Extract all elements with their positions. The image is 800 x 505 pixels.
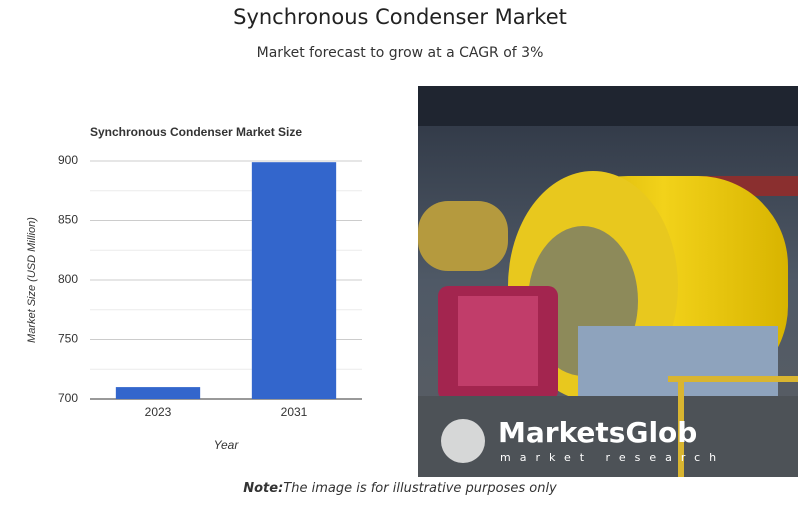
note-text: The image is for illustrative purposes o…	[283, 481, 557, 496]
logo-tagline: market research	[500, 451, 725, 464]
page-subtitle: Market forecast to grow at a CAGR of 3%	[256, 45, 544, 61]
note: Note:The image is for illustrative purpo…	[0, 481, 800, 496]
y-axis-label: Market Size (USD Million)	[26, 217, 38, 343]
y-tick-label: 900	[58, 153, 78, 167]
x-axis-label: Year	[214, 438, 240, 452]
illustration: MarketsGlob market research	[418, 86, 798, 477]
logo: MarketsGlob	[498, 416, 697, 449]
bar	[115, 387, 201, 399]
y-tick-label: 700	[58, 391, 78, 405]
note-label: Note:	[243, 481, 284, 496]
y-tick-label: 750	[58, 332, 78, 346]
y-tick-label: 800	[58, 272, 78, 286]
chart: Synchronous Condenser Market Size Year M…	[26, 125, 362, 452]
x-tick-label: 2023	[145, 405, 172, 419]
page-title: Synchronous Condenser Market	[233, 5, 567, 29]
x-tick-label: 2031	[281, 405, 308, 419]
y-tick-label: 850	[58, 213, 78, 227]
chart-title: Synchronous Condenser Market Size	[90, 125, 302, 139]
bar	[251, 162, 337, 399]
